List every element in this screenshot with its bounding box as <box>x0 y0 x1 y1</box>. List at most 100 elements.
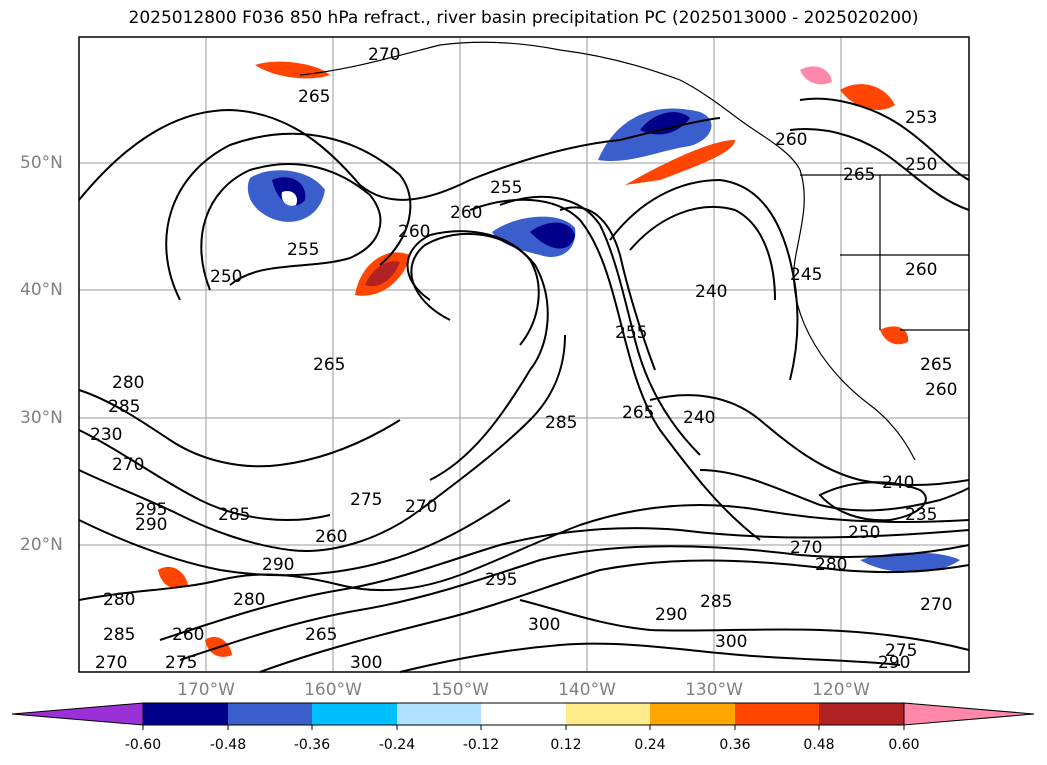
contour-label: 270 <box>112 455 144 475</box>
contour-line <box>78 504 970 601</box>
contour-line <box>406 230 540 346</box>
contour-label: 240 <box>695 282 727 302</box>
lon-label-150w: 150°W <box>431 680 489 700</box>
coastlines <box>299 41 969 461</box>
map-border <box>78 36 970 673</box>
contour-label: 280 <box>233 590 265 610</box>
refractivity-contours <box>78 97 970 673</box>
contour-label: 265 <box>313 355 345 375</box>
contour-label: 235 <box>905 505 937 525</box>
contour-label: 280 <box>815 555 847 575</box>
contour-label: 285 <box>103 625 135 645</box>
contour-label: 285 <box>108 397 140 417</box>
contour-label: 270 <box>95 653 127 673</box>
darkblue-core-central <box>530 222 575 249</box>
contour-label: 255 <box>615 323 647 343</box>
colorbar-tick-label: 0.60 <box>888 737 920 753</box>
state-borders <box>840 175 969 331</box>
colorbar-tick-label: 0.48 <box>803 737 835 753</box>
contour-label: 253 <box>905 108 937 128</box>
colorbar-low-extension <box>11 702 144 726</box>
contour-line <box>469 198 761 541</box>
colorbar-tick-label: -0.24 <box>378 737 416 753</box>
colorbar-segment <box>735 703 819 725</box>
contour-label: 280 <box>103 590 135 610</box>
lon-label-160w: 160°W <box>304 680 362 700</box>
contour-line <box>649 394 970 486</box>
colorbar-tick-label: 0.24 <box>634 737 666 753</box>
colorbar-tick-label: -0.12 <box>462 737 500 753</box>
lat-label-40n: 40°N <box>20 280 63 300</box>
contour-label: 285 <box>218 505 250 525</box>
colorbar-tick-label: -0.60 <box>124 737 162 753</box>
colorbar-tick-label: 0.12 <box>550 737 582 753</box>
contour-line <box>78 334 566 552</box>
contour-label: 290 <box>135 515 167 535</box>
contour-label: 250 <box>210 267 242 287</box>
contour-label: 265 <box>305 625 337 645</box>
contour-label: 300 <box>715 632 747 652</box>
contour-label: 260 <box>398 222 430 242</box>
colorbar-segment <box>566 703 650 725</box>
colorbar-tick-label: -0.36 <box>293 737 331 753</box>
darkblue-core-gulf-alaska <box>640 112 690 135</box>
contour-label: 260 <box>905 260 937 280</box>
contour-label: 265 <box>622 403 654 423</box>
contour-label: 270 <box>405 497 437 517</box>
contour-label: 270 <box>920 595 952 615</box>
contour-line <box>499 195 701 456</box>
colorbar-segment <box>481 703 566 725</box>
colorbar-segment <box>397 703 481 725</box>
contour-line <box>78 499 511 577</box>
contour-line <box>78 429 331 521</box>
contour-label: 265 <box>843 165 875 185</box>
red-blob-ne <box>840 84 895 110</box>
contour-label: 290 <box>878 653 910 673</box>
colorbar-tick-label: -0.48 <box>209 737 247 753</box>
contour-label: 230 <box>90 425 122 445</box>
contour-label: 290 <box>655 605 687 625</box>
colorbar-segment <box>228 703 312 725</box>
precip-shading <box>158 61 960 657</box>
contour-label: 260 <box>925 380 957 400</box>
contour-label: 280 <box>112 373 144 393</box>
darkred-core-central-west <box>365 261 400 287</box>
contour-line <box>559 206 656 371</box>
lon-label-120w: 120°W <box>812 680 870 700</box>
contour-label: 255 <box>490 178 522 198</box>
colorbar-segment <box>143 703 228 725</box>
contour-label: 300 <box>528 615 560 635</box>
colorbar-segment <box>650 703 735 725</box>
contour-label: 285 <box>700 592 732 612</box>
contour-label: 240 <box>683 408 715 428</box>
blue-blob-se <box>860 552 960 573</box>
contour-label: 265 <box>298 87 330 107</box>
lon-label-130w: 130°W <box>685 680 743 700</box>
contour-label: 290 <box>262 555 294 575</box>
contour-line <box>699 469 970 512</box>
contour-label: 285 <box>545 413 577 433</box>
contour-label: 300 <box>350 653 382 673</box>
contour-label: 240 <box>882 473 914 493</box>
contour-line <box>159 527 970 641</box>
contour-label: 275 <box>165 653 197 673</box>
colorbar <box>11 702 1035 730</box>
contour-line <box>78 108 721 201</box>
lat-label-20n: 20°N <box>20 535 63 555</box>
lon-label-170w: 170°W <box>177 680 235 700</box>
contour-line <box>200 163 382 291</box>
red-blob-north <box>625 140 735 185</box>
contour-line <box>629 206 776 301</box>
contour-labels: 270 265 260 255 250 255 260 265 240 255 … <box>90 45 957 673</box>
colorbar-segment <box>819 703 904 725</box>
contour-label: 260 <box>775 130 807 150</box>
contour-label: 260 <box>450 203 482 223</box>
contour-line <box>78 389 401 468</box>
contour-line <box>259 559 970 673</box>
lat-label-50n: 50°N <box>20 153 63 173</box>
contour-line <box>165 132 412 301</box>
contour-line <box>789 128 970 211</box>
pink-blob-ne <box>800 66 832 85</box>
lon-label-140w: 140°W <box>558 680 616 700</box>
coast-alaska <box>299 41 801 171</box>
